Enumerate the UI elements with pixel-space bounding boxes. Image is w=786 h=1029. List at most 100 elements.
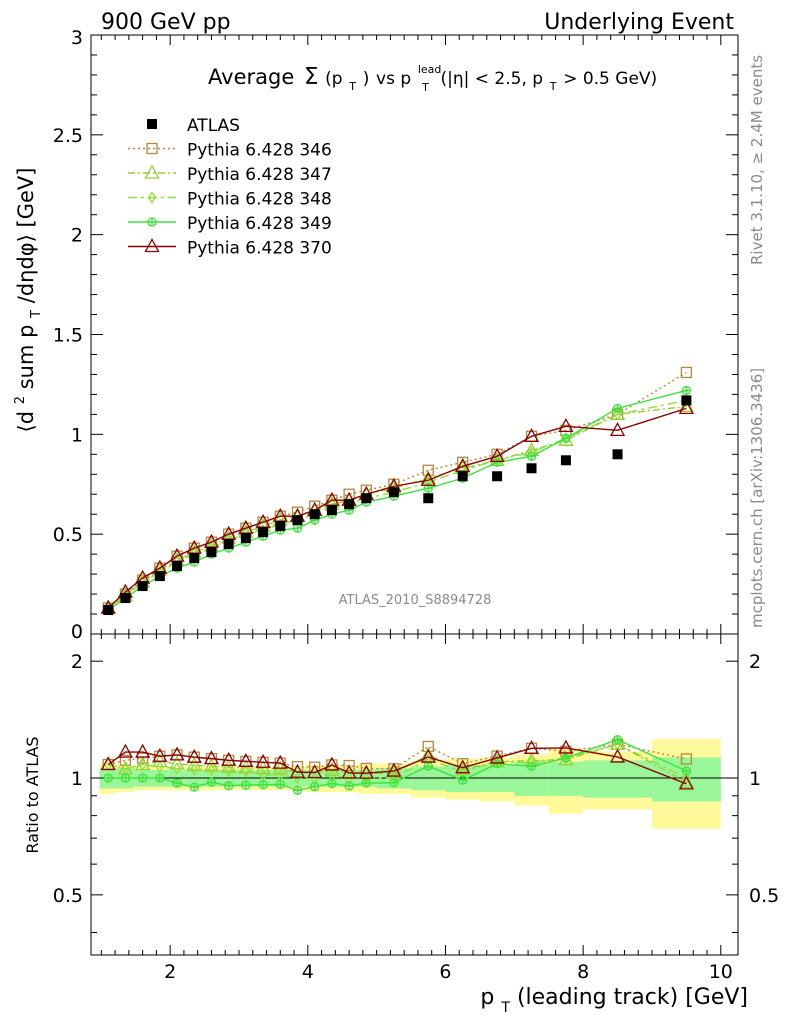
- ratio-y-tick-label: 1: [749, 768, 761, 790]
- x-tick-label: 10: [709, 961, 733, 983]
- ylabel-open: ⟨d: [14, 411, 38, 433]
- ratio-point: [289, 763, 306, 778]
- ratio-point: [455, 761, 471, 776]
- title-rest-b: > 0.5 GeV): [563, 69, 657, 89]
- ratio-point: [558, 739, 574, 754]
- data-point: [223, 539, 234, 550]
- ratio-point: [189, 782, 199, 792]
- ratio-point: [272, 754, 288, 769]
- title-sup-lead: lead: [418, 63, 442, 76]
- series-point: [526, 451, 537, 461]
- ratio-point: [138, 758, 147, 771]
- ratio-point: [361, 778, 371, 788]
- data-point: [275, 521, 286, 532]
- rivet-label: Rivet 3.1.10, ≥ 2.4M events: [748, 55, 766, 265]
- legend-marker: [144, 238, 160, 253]
- ratio-point: [224, 764, 233, 777]
- series-line: [107, 407, 687, 609]
- ratio-point: [258, 780, 268, 790]
- ratio-point: [609, 748, 626, 763]
- ratio-point: [492, 759, 502, 769]
- legend-marker: [146, 142, 158, 155]
- xlabel-rest: (leading track) [GeV]: [517, 985, 748, 1010]
- ratio-y-tick-label: 1: [71, 768, 83, 790]
- ratio-series-line: [108, 738, 687, 792]
- xlabel-p: p: [480, 985, 494, 1010]
- ratio-point: [152, 753, 168, 768]
- legend-entry: Pythia 6.428 349: [128, 214, 332, 234]
- x-axis-label: p T (leading track) [GeV]: [480, 985, 748, 1018]
- legend-label: ATLAS: [187, 116, 240, 136]
- ratio-point: [310, 782, 320, 792]
- ratio-point: [341, 764, 357, 779]
- series-point: [492, 457, 502, 467]
- x-tick-label: 4: [302, 961, 314, 983]
- data-point: [388, 487, 399, 498]
- title-sub-t2: T: [421, 81, 429, 94]
- ratio-point: [678, 774, 694, 789]
- x-tick-label: 8: [577, 961, 589, 983]
- ratio-point: [682, 771, 691, 785]
- ratio-point: [189, 763, 199, 776]
- data-point: [526, 463, 537, 474]
- series-p349: [103, 385, 692, 795]
- ratio-point: [238, 752, 254, 767]
- data-point: [681, 395, 692, 406]
- series-point: [422, 464, 434, 476]
- series-p370: [100, 400, 694, 790]
- series-point: [523, 427, 540, 442]
- ratio-point: [155, 773, 165, 783]
- analysis-id: ATLAS_2010_S8894728: [339, 593, 492, 608]
- ratio-band-inner: [548, 761, 584, 796]
- y-tick-label: 0: [71, 621, 83, 643]
- ratio-point: [681, 766, 692, 776]
- ratio-point: [221, 751, 237, 766]
- series-p348: [103, 394, 691, 785]
- ratio-y-tick-label: 2: [749, 651, 761, 673]
- legend-marker: [147, 191, 157, 204]
- ratio-point: [186, 748, 202, 763]
- title-sigma: Σ: [304, 64, 319, 90]
- ratio-point: [119, 754, 132, 766]
- data-point: [103, 605, 114, 616]
- header-left: 900 GeV pp: [101, 10, 231, 35]
- series-line: [107, 399, 687, 609]
- series-p346: [102, 366, 693, 775]
- ylabel-rest: /dηdφ⟩ [GeV]: [14, 168, 38, 304]
- ratio-point: [155, 760, 165, 773]
- ratio-point: [389, 778, 399, 788]
- series-point: [420, 469, 436, 484]
- ratio-point: [136, 752, 149, 764]
- legend-entry: Pythia 6.428 347: [128, 164, 332, 185]
- ratio-point: [455, 759, 471, 774]
- ratio-point: [489, 749, 505, 764]
- ratio-series-line: [107, 747, 687, 785]
- ratio-point: [241, 765, 251, 778]
- ratio-band-inner: [651, 757, 721, 802]
- header-right: Underlying Event: [544, 10, 734, 35]
- ratio-point: [135, 743, 151, 758]
- legend-entry: ATLAS: [147, 116, 240, 136]
- ylabel-sub-t: T: [29, 310, 44, 319]
- legend-entry: Pythia 6.428 370: [128, 238, 332, 259]
- ratio-point: [258, 768, 268, 781]
- axes-layer: 2 4 6 8 10 0 0.5 1 1.5 2 2.5 3 0.5 0.5 1 1 2 2: [53, 27, 779, 983]
- title-average: Average: [208, 65, 294, 89]
- ratio-point: [255, 753, 271, 768]
- ratio-point: [344, 781, 354, 791]
- ratio-point: [100, 756, 116, 771]
- legend-label: Pythia 6.428 347: [187, 165, 332, 185]
- legend-entry: Pythia 6.428 346: [128, 141, 332, 161]
- title-p: (p: [325, 69, 342, 89]
- y-axis-label: ⟨d 2 sum p T /dηdφ⟩ [GeV]: [5, 168, 45, 433]
- legend-marker: [147, 119, 157, 129]
- legend-marker: [147, 217, 157, 227]
- ratio-point: [117, 743, 134, 758]
- ratio-point: [324, 756, 340, 771]
- ratio-point: [458, 775, 468, 785]
- ratio-point: [172, 762, 182, 775]
- ratio-point: [612, 735, 623, 745]
- series-point: [681, 385, 692, 396]
- series-point: [680, 366, 693, 379]
